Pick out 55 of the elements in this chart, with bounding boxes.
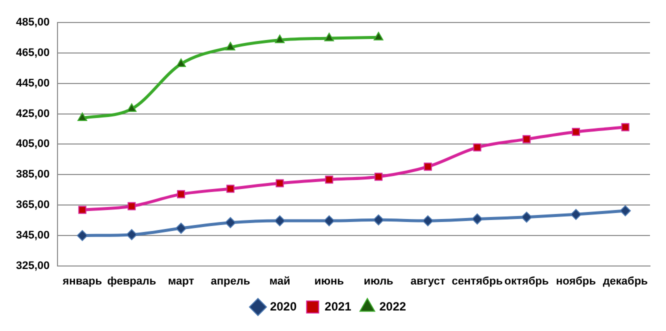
point [422, 215, 434, 226]
y-tick-label: 405,00 [16, 138, 50, 150]
point [274, 34, 285, 44]
y-tick-label: 365,00 [16, 199, 50, 212]
point [76, 230, 88, 242]
x-tick-label: декабрь [602, 275, 648, 288]
point [374, 32, 384, 40]
x-tick-label: август [410, 275, 446, 288]
x-tick-label: июнь [314, 275, 344, 288]
point [77, 112, 88, 122]
legend-label: 2021 [324, 299, 352, 314]
point [521, 212, 532, 223]
x-tick-label: март [168, 275, 195, 288]
point [324, 32, 334, 42]
point [570, 208, 582, 220]
legend-label: 2022 [379, 299, 406, 314]
legend-label: 2020 [270, 299, 297, 314]
x-tick-label: ноябрь [556, 275, 596, 288]
point [473, 143, 482, 152]
x-tick-label: февраль [107, 275, 156, 288]
x-tick-label: апрель [210, 275, 250, 288]
point [226, 184, 234, 193]
point [572, 128, 580, 136]
point [176, 222, 187, 234]
point [620, 205, 631, 216]
y-tick-label: 425,00 [16, 108, 50, 120]
point [126, 229, 138, 240]
point [176, 58, 186, 67]
point [424, 162, 432, 171]
point [274, 215, 286, 226]
point [325, 176, 334, 184]
point [472, 213, 483, 224]
y-tick-label: 465,00 [16, 47, 50, 60]
x-tick-label: октябрь [504, 275, 549, 288]
point [226, 42, 236, 50]
point [522, 135, 531, 144]
point [78, 206, 86, 214]
y-tick-label: 445,00 [16, 77, 50, 90]
y-tick-label: 345,00 [16, 229, 50, 242]
x-tick-label: январь [62, 275, 102, 288]
point [224, 217, 236, 228]
y-tick-label: 385,00 [16, 168, 50, 181]
x-tick-label: май [269, 275, 290, 288]
y-tick-label: 485,00 [16, 16, 50, 29]
point [621, 123, 630, 132]
x-tick-label: июль [364, 275, 394, 288]
point [374, 172, 383, 181]
point [276, 179, 284, 188]
point [177, 190, 186, 198]
point [126, 103, 137, 112]
point [128, 202, 136, 210]
point [373, 214, 384, 226]
x-tick-label: сентябрь [452, 275, 503, 288]
y-tick-label: 325,00 [16, 260, 50, 272]
point [324, 215, 335, 226]
